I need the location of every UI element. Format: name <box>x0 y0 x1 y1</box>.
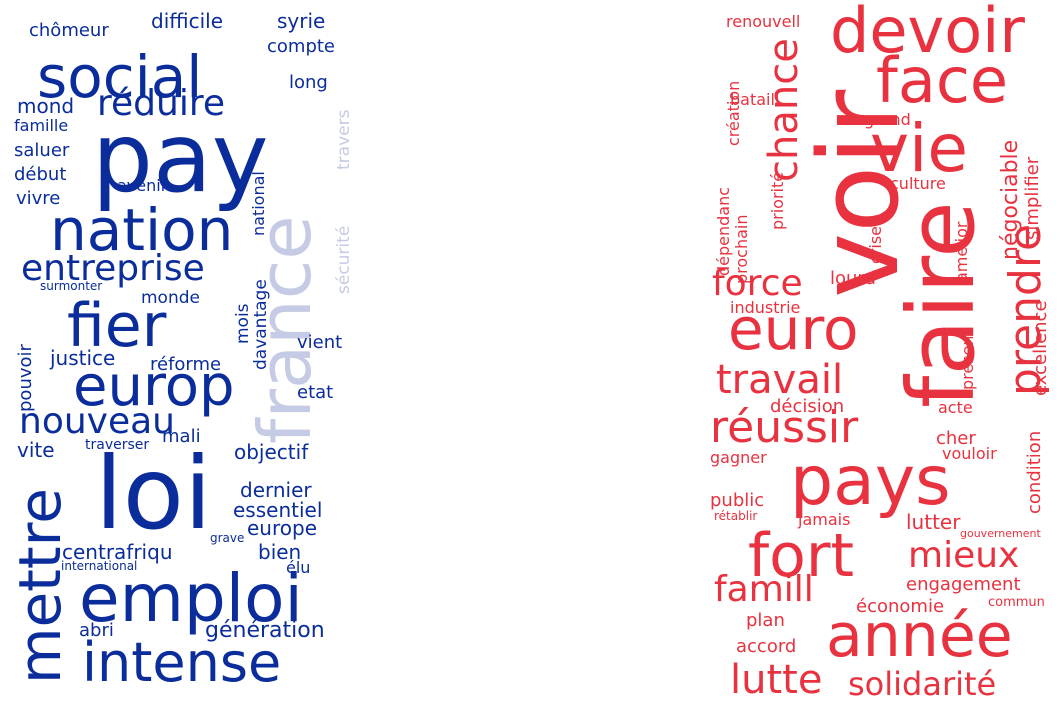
right-cloud-word: devoir <box>830 4 1025 67</box>
left-cloud-word: essentiel <box>233 498 323 522</box>
left-cloud-word: traverser <box>85 437 150 453</box>
right-cloud-word: présent <box>958 329 977 390</box>
right-cloud-word: accord <box>736 636 797 657</box>
left-cloud-word: justice <box>50 346 116 370</box>
right-cloud-word: excellence <box>1030 300 1051 396</box>
left-cloud-word: mois <box>233 303 253 344</box>
left-cloud-word: sécurité <box>334 225 353 294</box>
left-cloud-word: davantage <box>251 279 271 370</box>
right-cloud-word: vie <box>870 110 969 187</box>
left-cloud-word: mali <box>162 426 201 447</box>
left-cloud-word: élu <box>286 558 311 577</box>
right-cloud-word: chance <box>761 38 807 182</box>
left-cloud-word: emploi <box>79 560 303 637</box>
left-cloud-word: bien <box>258 540 302 564</box>
left-cloud-word: social <box>37 43 203 111</box>
left-cloud-word: vient <box>297 332 343 353</box>
left-cloud-word: mettre <box>7 488 74 684</box>
right-cloud-word: solidarité <box>848 665 997 703</box>
left-cloud-word: national <box>249 171 268 236</box>
right-cloud-word: lourd <box>830 268 876 289</box>
left-cloud-word: monde <box>141 288 200 308</box>
right-cloud-word: économie <box>856 596 945 617</box>
left-cloud-word: vite <box>17 438 55 462</box>
right-cloud-word: culture <box>890 174 946 193</box>
left-cloud-word: pouvoir <box>15 344 36 412</box>
right-cloud-word: cher <box>936 428 976 449</box>
right-cloud-word: pays <box>790 442 951 521</box>
left-cloud-word: europe <box>247 516 317 540</box>
left-cloud-word: travers <box>334 109 353 170</box>
right-cloud-word: rétablir <box>714 509 758 523</box>
right-word-cloud: voir faire pays année fort devoir face vie euro p… <box>706 4 1052 704</box>
right-cloud-word: public <box>710 490 765 511</box>
left-cloud-word: entreprise <box>21 248 205 289</box>
right-cloud-word: simplifier <box>1022 156 1043 240</box>
right-cloud-word: gouvernement <box>960 527 1041 540</box>
right-cloud-word: priorité <box>768 171 787 230</box>
right-cloud-word: famill <box>714 569 814 610</box>
right-cloud-word: vouloir <box>942 444 997 463</box>
left-cloud-word: fier <box>67 291 167 361</box>
right-cloud-word: condition <box>1024 430 1045 514</box>
right-cloud-word: amélior <box>952 221 971 283</box>
left-cloud-word: intense <box>82 631 282 694</box>
left-cloud-word: international <box>61 559 138 573</box>
right-cloud-word: fort <box>748 521 855 591</box>
left-cloud-word: loi <box>95 435 212 552</box>
right-cloud-word: plan <box>746 610 785 631</box>
left-cloud-word: nouveau <box>19 401 175 442</box>
right-cloud-word: engagement <box>906 574 1021 595</box>
right-cloud-word: renouvell <box>726 12 801 31</box>
left-cloud-word: saluer <box>14 140 70 161</box>
left-cloud-word: réduire <box>97 83 225 124</box>
right-cloud-word: jamais <box>798 510 851 529</box>
left-cloud-word: nation <box>50 196 234 264</box>
right-cloud-word: lutte <box>730 657 823 703</box>
right-cloud-word: crise <box>866 226 885 264</box>
left-cloud-word: objectif <box>234 440 309 464</box>
right-cloud-word: année <box>826 601 1013 671</box>
left-cloud-word: début <box>14 164 67 185</box>
left-cloud-word: mond <box>17 94 75 118</box>
left-cloud-word: compte <box>267 36 336 57</box>
right-cloud-word: gagner <box>710 448 767 467</box>
left-cloud-word: génération <box>205 618 325 643</box>
left-cloud-word: famille <box>14 116 69 135</box>
left-cloud-word: long <box>289 72 328 93</box>
right-cloud-word: dépendanc <box>714 186 733 276</box>
right-cloud-word: acte <box>938 398 973 417</box>
right-cloud-word: mieux <box>908 535 1020 576</box>
right-cloud-word: négociable <box>998 139 1023 260</box>
right-cloud-word: euro <box>728 295 859 363</box>
right-cloud-word: travail <box>716 357 844 403</box>
left-cloud-word: surmonter <box>40 279 103 293</box>
right-cloud-word: force <box>712 263 803 304</box>
right-cloud-word: réussir <box>710 402 859 453</box>
left-cloud-word: abri <box>79 620 114 641</box>
left-cloud-word: difficile <box>151 9 224 33</box>
left-cloud-word: grave <box>210 531 245 545</box>
left-cloud-word: vivre <box>16 188 61 209</box>
right-cloud-word: décision <box>770 396 845 417</box>
right-cloud-word: commun <box>988 595 1045 610</box>
left-word-cloud: pay social loi emploi nation fier europ intense… <box>7 4 353 704</box>
left-cloud-word: avenir <box>117 176 168 195</box>
right-cloud-word: grand <box>864 110 911 129</box>
left-cloud-word: réforme <box>150 354 222 375</box>
right-cloud-word: bataill <box>730 90 780 109</box>
left-cloud-word: dernier <box>240 478 312 502</box>
right-cloud-word: prochain <box>732 214 751 285</box>
left-cloud-word: pay <box>92 102 269 214</box>
right-cloud-word: face <box>876 44 1009 117</box>
left-cloud-word: chômeur <box>29 20 109 41</box>
right-cloud-word: lutter <box>906 510 961 534</box>
left-cloud-word: centrafriqu <box>62 540 173 564</box>
left-cloud-word: syrie <box>277 9 326 33</box>
left-cloud-word: europ <box>73 354 235 419</box>
left-cloud-word: etat <box>297 382 334 403</box>
right-cloud-word: industrie <box>730 298 801 317</box>
